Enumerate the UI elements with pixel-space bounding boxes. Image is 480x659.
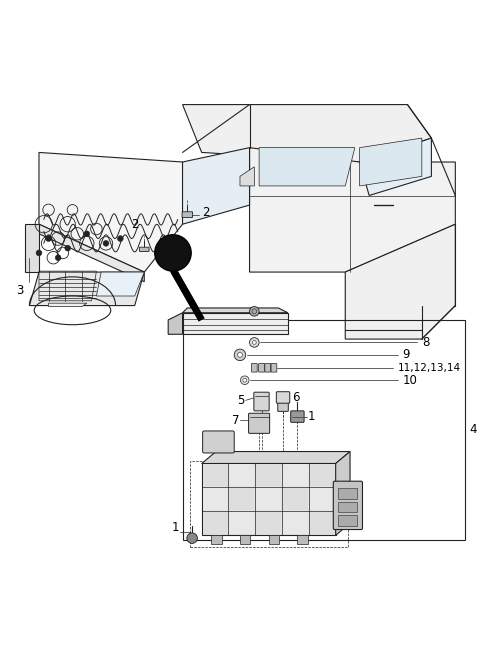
Polygon shape: [182, 148, 250, 224]
Polygon shape: [24, 224, 39, 272]
Bar: [269, 535, 279, 544]
FancyBboxPatch shape: [249, 413, 270, 434]
Bar: [256, 465, 281, 486]
Circle shape: [250, 306, 259, 316]
Circle shape: [103, 241, 109, 246]
Circle shape: [84, 231, 90, 237]
Bar: [203, 488, 228, 510]
FancyBboxPatch shape: [259, 364, 264, 372]
Bar: [310, 512, 335, 534]
Text: 11,12,13,14: 11,12,13,14: [398, 363, 461, 373]
Bar: [338, 515, 357, 526]
Circle shape: [243, 378, 247, 382]
Circle shape: [240, 376, 249, 385]
Circle shape: [46, 236, 51, 241]
Polygon shape: [48, 303, 87, 306]
Bar: [203, 512, 228, 534]
Bar: [211, 535, 222, 544]
Polygon shape: [182, 105, 432, 162]
Circle shape: [118, 236, 123, 241]
Bar: [229, 488, 254, 510]
Bar: [256, 512, 281, 534]
FancyBboxPatch shape: [333, 481, 362, 530]
Circle shape: [187, 533, 197, 544]
Bar: [338, 488, 357, 499]
Polygon shape: [182, 313, 288, 334]
Text: 5: 5: [238, 394, 245, 407]
Polygon shape: [39, 152, 182, 272]
Text: 4: 4: [469, 424, 477, 436]
Text: 8: 8: [422, 336, 429, 349]
Polygon shape: [336, 451, 350, 535]
Circle shape: [155, 235, 191, 271]
Polygon shape: [360, 138, 432, 196]
Polygon shape: [39, 224, 144, 281]
Bar: [190, 461, 348, 547]
Circle shape: [234, 349, 246, 360]
Bar: [283, 488, 308, 510]
Polygon shape: [259, 148, 355, 186]
Bar: [203, 465, 228, 486]
FancyBboxPatch shape: [278, 402, 288, 411]
Polygon shape: [360, 138, 422, 186]
Text: 3: 3: [16, 284, 24, 297]
Bar: [229, 465, 254, 486]
Polygon shape: [182, 308, 288, 313]
Bar: [229, 512, 254, 534]
Polygon shape: [240, 167, 254, 186]
Polygon shape: [29, 272, 144, 306]
Bar: [338, 501, 357, 512]
FancyBboxPatch shape: [254, 392, 269, 411]
Polygon shape: [168, 313, 182, 334]
Circle shape: [36, 250, 42, 256]
Circle shape: [252, 341, 256, 345]
Bar: [310, 465, 335, 486]
FancyBboxPatch shape: [182, 212, 192, 217]
FancyBboxPatch shape: [276, 391, 290, 403]
Bar: [256, 488, 281, 510]
FancyBboxPatch shape: [265, 364, 271, 372]
FancyBboxPatch shape: [291, 411, 304, 422]
Bar: [283, 465, 308, 486]
Bar: [182, 320, 465, 540]
FancyBboxPatch shape: [271, 364, 277, 372]
Circle shape: [238, 353, 242, 357]
Polygon shape: [345, 224, 456, 339]
FancyBboxPatch shape: [203, 431, 234, 453]
Polygon shape: [96, 272, 144, 296]
Circle shape: [65, 245, 71, 251]
Bar: [240, 535, 251, 544]
Text: 1: 1: [171, 521, 179, 534]
Bar: [310, 488, 335, 510]
Text: 7: 7: [231, 414, 239, 427]
Circle shape: [55, 255, 61, 260]
Polygon shape: [250, 148, 456, 272]
Polygon shape: [202, 451, 350, 463]
FancyBboxPatch shape: [252, 364, 257, 372]
FancyBboxPatch shape: [140, 247, 149, 252]
Polygon shape: [202, 463, 336, 535]
Text: 2: 2: [131, 218, 138, 231]
Text: 6: 6: [292, 391, 299, 404]
Text: 2: 2: [202, 206, 209, 219]
Bar: [298, 535, 308, 544]
Text: 1: 1: [308, 410, 315, 423]
Bar: [283, 512, 308, 534]
Text: 9: 9: [403, 349, 410, 361]
Circle shape: [250, 337, 259, 347]
Text: 10: 10: [403, 374, 418, 387]
